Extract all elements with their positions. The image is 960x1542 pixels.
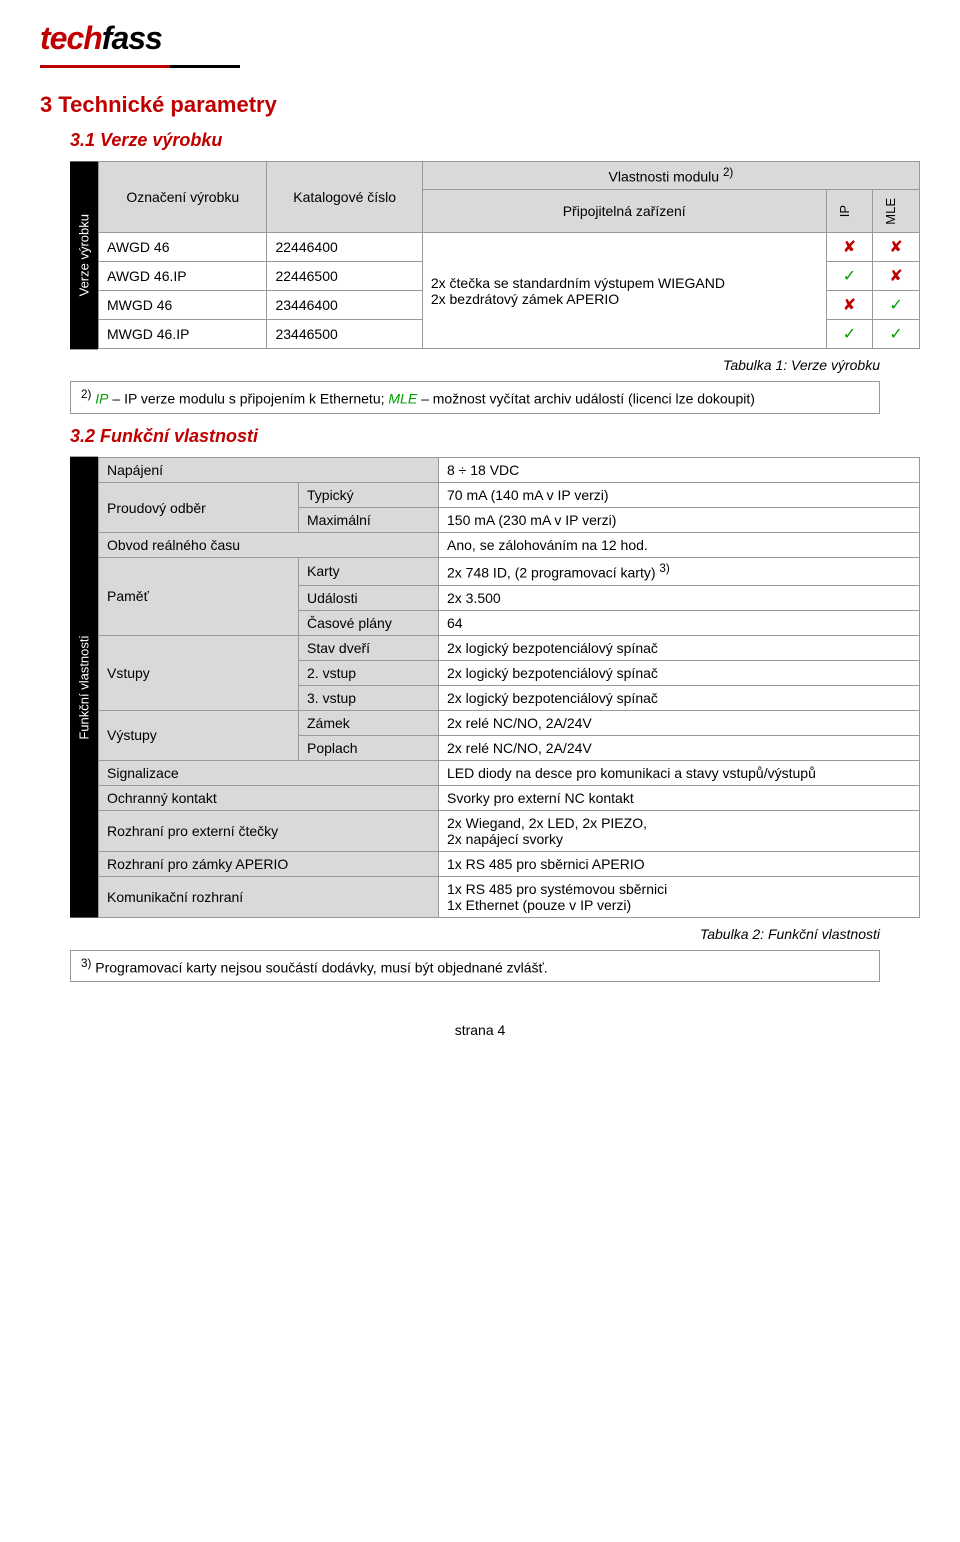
table-cell: 23446500	[267, 320, 422, 349]
col-mle: MLE	[873, 189, 920, 233]
footnote-ip-desc: – IP verze modulu s připojením k Etherne…	[109, 391, 389, 407]
table2-footnote: 3) Programovací karty nejsou součástí do…	[70, 950, 880, 983]
table-cell: 3. vstup	[299, 685, 439, 710]
table-cell: Napájení	[99, 458, 439, 483]
table-cell: 23446400	[267, 291, 422, 320]
mark-cell: ✘	[873, 262, 920, 291]
table-cell: 22446400	[267, 233, 422, 262]
table-cell: 1x RS 485 pro sběrnici APERIO	[439, 851, 920, 876]
subsection-heading-3-1: 3.1 Verze výrobku	[70, 130, 920, 151]
table-cell-pripoj: 2x čtečka se standardním výstupem WIEGAN…	[422, 233, 826, 349]
footnote2-text: Programovací karty nejsou součástí dodáv…	[91, 959, 547, 975]
table1-block: Verze výrobku Označení výrobkuKatalogové…	[70, 161, 920, 349]
col-ip: IP	[826, 189, 873, 233]
footnote-ip-term: IP	[95, 391, 108, 407]
table-cell: Maximální	[299, 508, 439, 533]
table-cell: MWGD 46.IP	[99, 320, 267, 349]
table-cell: Ano, se zálohováním na 12 hod.	[439, 533, 920, 558]
table-cell: 1x RS 485 pro systémovou sběrnici 1x Eth…	[439, 876, 920, 917]
col-vlastnosti: Vlastnosti modulu 2)	[422, 162, 919, 190]
mark-cell: ✓	[873, 320, 920, 349]
table-cell: Vstupy	[99, 635, 299, 710]
table-cell: 2x Wiegand, 2x LED, 2x PIEZO, 2x napájec…	[439, 810, 920, 851]
subsection-heading-3-2: 3.2 Funkční vlastnosti	[70, 426, 920, 447]
table-cell: Zámek	[299, 710, 439, 735]
table2-caption: Tabulka 2: Funkční vlastnosti	[40, 926, 880, 942]
table-cell: 8 ÷ 18 VDC	[439, 458, 920, 483]
col-pripoj: Připojitelná zařízení	[422, 189, 826, 233]
section-heading-3: 3 Technické parametry	[40, 92, 920, 118]
table1-side-label: Verze výrobku	[70, 161, 98, 349]
footnote-sup: 2)	[81, 388, 91, 401]
mark-cell: ✓	[826, 320, 873, 349]
table-cell: LED diody na desce pro komunikaci a stav…	[439, 760, 920, 785]
table-cell: AWGD 46	[99, 233, 267, 262]
table-cell: Komunikační rozhraní	[99, 876, 439, 917]
table2-side-label: Funkční vlastnosti	[70, 457, 98, 918]
footnote-mle-term: MLE	[388, 391, 417, 407]
table-cell: Ochranný kontakt	[99, 785, 439, 810]
table-cell: Obvod reálného času	[99, 533, 439, 558]
table-cell: Svorky pro externí NC kontakt	[439, 785, 920, 810]
table-cell: MWGD 46	[99, 291, 267, 320]
table-cell: Signalizace	[99, 760, 439, 785]
table1-footnote: 2) IP – IP verze modulu s připojením k E…	[70, 381, 880, 414]
table-cell: Časové plány	[299, 610, 439, 635]
table-cell: Výstupy	[99, 710, 299, 760]
mark-cell: ✓	[826, 262, 873, 291]
table-cell: 2x 3.500	[439, 585, 920, 610]
col-katalog: Katalogové číslo	[267, 162, 422, 233]
table-cell: Rozhraní pro externí čtečky	[99, 810, 439, 851]
brand-logo: techfass	[40, 20, 920, 57]
table-cell: 2x relé NC/NO, 2A/24V	[439, 735, 920, 760]
table2: Napájení8 ÷ 18 VDC Proudový odběrTypický7…	[98, 457, 920, 918]
table-cell: AWGD 46.IP	[99, 262, 267, 291]
table-cell: 2. vstup	[299, 660, 439, 685]
table2-block: Funkční vlastnosti Napájení8 ÷ 18 VDC Pro…	[70, 457, 920, 918]
table-cell: Rozhraní pro zámky APERIO	[99, 851, 439, 876]
table-cell: 2x relé NC/NO, 2A/24V	[439, 710, 920, 735]
footnote-mle-desc: – možnost vyčítat archiv událostí (licen…	[417, 391, 755, 407]
logo-underline	[40, 65, 240, 68]
table-cell: Proudový odběr	[99, 483, 299, 533]
page-footer: strana 4	[40, 1022, 920, 1038]
table-cell: Karty	[299, 558, 439, 586]
table-cell: Poplach	[299, 735, 439, 760]
table-cell: 70 mA (140 mA v IP verzi)	[439, 483, 920, 508]
table-cell: 2x logický bezpotenciálový spínač	[439, 660, 920, 685]
table-cell: 2x logický bezpotenciálový spínač	[439, 635, 920, 660]
col-oznaceni: Označení výrobku	[99, 162, 267, 233]
table1-caption: Tabulka 1: Verze výrobku	[40, 357, 880, 373]
footnote2-sup: 3)	[81, 957, 91, 970]
table1: Označení výrobkuKatalogové čísloVlastnos…	[98, 161, 920, 349]
table-cell: 2x logický bezpotenciálový spínač	[439, 685, 920, 710]
mark-cell: ✘	[826, 233, 873, 262]
mark-cell: ✓	[873, 291, 920, 320]
table-cell: Stav dveří	[299, 635, 439, 660]
table-cell: 2x 748 ID, (2 programovací karty) 3)	[439, 558, 920, 586]
mark-cell: ✘	[873, 233, 920, 262]
table-cell: Události	[299, 585, 439, 610]
mark-cell: ✘	[826, 291, 873, 320]
table-cell: Paměť	[99, 558, 299, 636]
table-cell: 22446500	[267, 262, 422, 291]
table-cell: 150 mA (230 mA v IP verzi)	[439, 508, 920, 533]
table-cell: 64	[439, 610, 920, 635]
table-cell: Typický	[299, 483, 439, 508]
